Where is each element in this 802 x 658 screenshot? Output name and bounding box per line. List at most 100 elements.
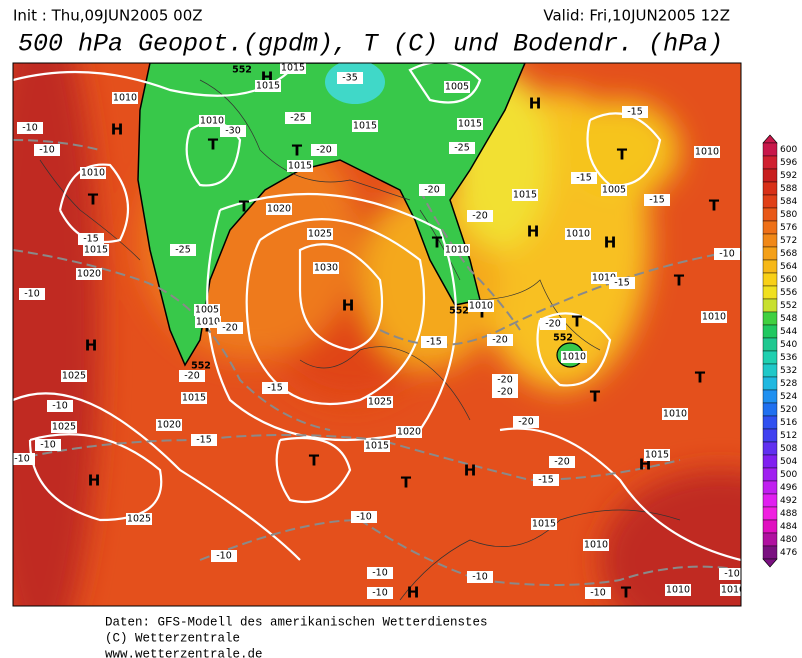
label-box [487, 334, 513, 346]
colorbar-swatch [762, 181, 778, 196]
label-box [217, 322, 243, 334]
temperature-label: -35 [342, 73, 358, 84]
colorbar-swatch [762, 506, 778, 521]
colorbar-top-cap [762, 134, 778, 144]
temperature-label: -10 [22, 123, 38, 134]
isobar-label: 1015 [532, 519, 556, 530]
isobar-label: 1010 [469, 301, 493, 312]
colorbar: 600 596 592 588 584 580 576 572 568 564 560 556 552 5… [762, 134, 797, 568]
isobar-label: 1010 [81, 168, 105, 179]
label-box [583, 539, 609, 551]
valid-time: Valid: Fri,10JUN2005 12Z [543, 7, 730, 25]
label-box [191, 434, 217, 446]
temperature-label: -25 [290, 113, 306, 124]
isobar-label: 1010 [663, 409, 687, 420]
label-box [199, 115, 225, 127]
label-box [313, 262, 339, 274]
isobar-label: 1015 [645, 450, 669, 461]
label-box [720, 584, 741, 596]
label-box [694, 146, 720, 158]
colorbar-swatch [762, 389, 778, 404]
colorbar-label: 596 [780, 158, 797, 168]
temperature-label: -10 [724, 569, 740, 580]
isobar-label: 1010 [200, 116, 224, 127]
temperature-label: -15 [426, 337, 442, 348]
label-box [195, 316, 221, 328]
isobar-label: 1020 [397, 427, 421, 438]
pressure-center: T [590, 388, 601, 406]
colorbar-label: 576 [780, 223, 797, 233]
label-box [419, 184, 445, 196]
colorbar-swatch [762, 428, 778, 443]
temperature-label: -20 [492, 335, 508, 346]
temperature-label: -10 [216, 551, 232, 562]
pressure-center: H [527, 223, 540, 241]
isobar-label: 1010 [584, 540, 608, 551]
label-box [255, 80, 281, 92]
map-frame [12, 62, 742, 607]
label-box [13, 453, 35, 465]
isobar-label: 1015 [458, 119, 482, 130]
colorbar-label: 544 [780, 327, 797, 337]
colorbar-swatch [762, 415, 778, 430]
colorbar-label: 508 [780, 444, 797, 454]
colorbar-label: 588 [780, 184, 797, 194]
label-box [78, 233, 104, 245]
isobar-label: 1015 [256, 81, 280, 92]
label-box [467, 210, 493, 222]
label-box [467, 571, 493, 583]
init-time: Init : Thu,09JUN2005 00Z [13, 7, 203, 25]
temperature-label: -20 [222, 323, 238, 334]
colorbar-swatch [762, 402, 778, 417]
label-box [719, 568, 741, 580]
isobar-label: 1010 [113, 93, 137, 104]
label-box [714, 248, 740, 260]
temperature-label: -15 [538, 475, 554, 486]
colorbar-swatch [762, 467, 778, 482]
colorbar-swatch [762, 233, 778, 248]
label-box [211, 550, 237, 562]
colorbar-swatch [762, 454, 778, 469]
footer-url: www.wetterzentrale.de [105, 647, 263, 658]
label-box [307, 228, 333, 240]
colorbar-swatch [762, 363, 778, 378]
temperature-label: -10 [590, 588, 606, 599]
colorbar-swatch [762, 220, 778, 235]
label-box [457, 118, 483, 130]
colorbar-swatch [762, 246, 778, 261]
temperature-label: -20 [424, 185, 440, 196]
isobar-label: 1010 [592, 273, 616, 284]
pressure-center: T [292, 142, 303, 160]
colorbar-swatch [762, 441, 778, 456]
colorbar-swatch [762, 207, 778, 222]
label-box [513, 416, 539, 428]
pressure-center: H [529, 95, 542, 113]
pressure-center: H [85, 337, 98, 355]
isobar-label: 1015 [288, 161, 312, 172]
colorbar-swatch [762, 168, 778, 183]
temperature-label: -25 [175, 245, 191, 256]
pressure-center: T [239, 198, 250, 216]
pressure-center: T [695, 369, 706, 387]
label-box [601, 184, 627, 196]
isobar-label: 1020 [77, 269, 101, 280]
isobar-label: 1030 [314, 263, 338, 274]
colorbar-label: 520 [780, 405, 797, 415]
colorbar-swatch [762, 155, 778, 170]
isobar-label: 1020 [267, 204, 291, 215]
colorbar-label: 584 [780, 197, 797, 207]
pressure-center: T [572, 313, 583, 331]
temperature-label: -15 [196, 435, 212, 446]
colorbar-label: 592 [780, 171, 797, 181]
label-box [19, 288, 45, 300]
temperature-label: -10 [372, 588, 388, 599]
isobar-label: 1020 [157, 420, 181, 431]
colorbar-bottom-cap [762, 558, 778, 568]
label-box [352, 120, 378, 132]
height-label: 552 [553, 333, 573, 344]
isobar-label: 1010 [196, 317, 220, 328]
colorbar-label: 492 [780, 496, 797, 506]
isobar-label: 1015 [182, 393, 206, 404]
label-box [181, 392, 207, 404]
